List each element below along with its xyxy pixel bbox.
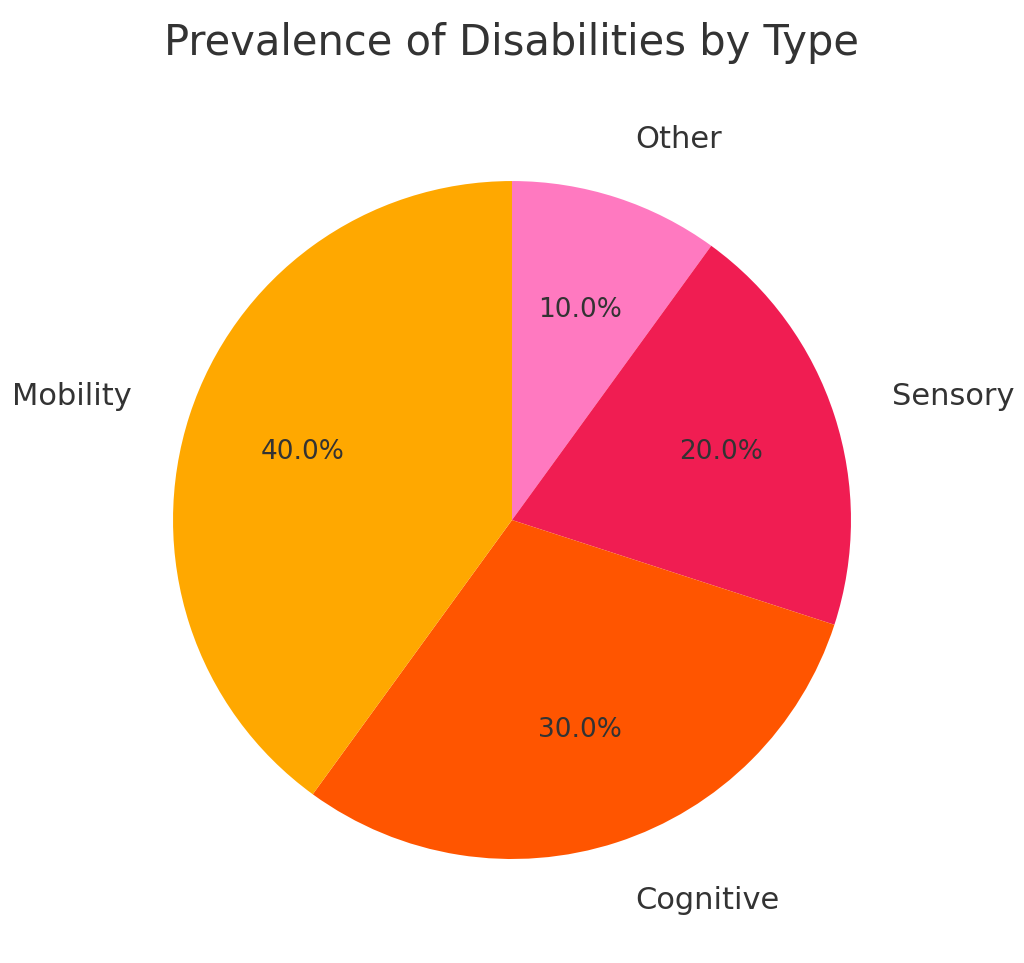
Text: Cognitive: Cognitive	[636, 886, 780, 915]
Text: Sensory: Sensory	[892, 382, 1015, 411]
Text: 40.0%: 40.0%	[260, 439, 344, 465]
Text: Other: Other	[636, 125, 722, 154]
Text: 30.0%: 30.0%	[539, 716, 622, 742]
Wedge shape	[173, 181, 512, 794]
Wedge shape	[312, 520, 835, 859]
Text: 10.0%: 10.0%	[539, 298, 622, 324]
Title: Prevalence of Disabilities by Type: Prevalence of Disabilities by Type	[165, 21, 859, 64]
Text: 20.0%: 20.0%	[680, 439, 764, 465]
Text: Mobility: Mobility	[12, 382, 132, 411]
Wedge shape	[512, 246, 851, 625]
Wedge shape	[512, 181, 712, 520]
